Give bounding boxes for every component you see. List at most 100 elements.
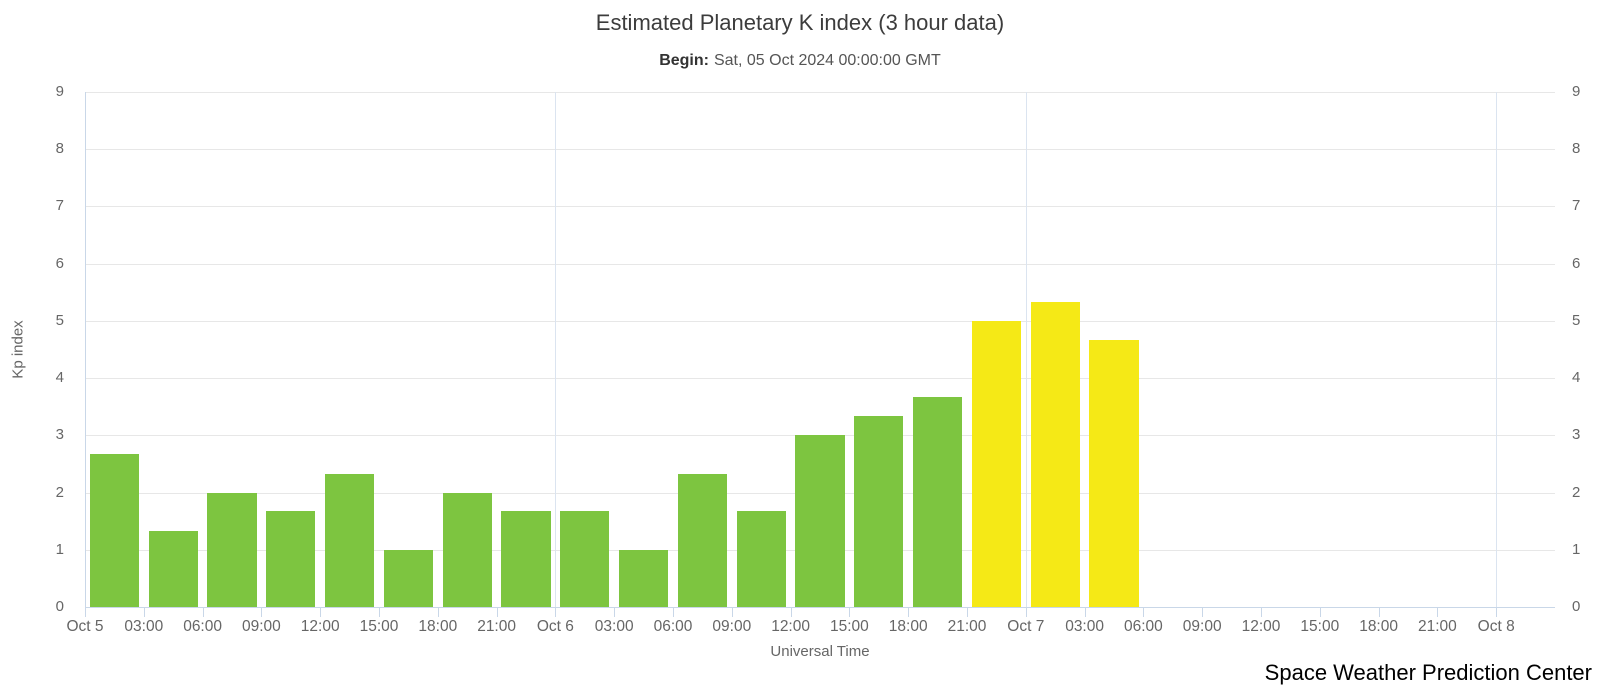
kp-bar [618, 549, 669, 607]
h-gridline [85, 320, 1555, 322]
chart-subtitle: Begin: Sat, 05 Oct 2024 00:00:00 GMT [0, 52, 1600, 70]
v-gridline-day [1496, 92, 1498, 607]
x-tick [85, 608, 86, 617]
x-tick [1261, 608, 1262, 617]
kp-bar [677, 473, 728, 607]
x-tick [555, 608, 557, 617]
y-tick-label-left: 8 [55, 140, 64, 158]
x-tick-label: 06:00 [653, 618, 693, 635]
kp-bar [854, 416, 904, 607]
x-tick [908, 608, 910, 617]
y-tick-label-left: 0 [55, 598, 64, 615]
y-tick-label-left: 6 [55, 254, 64, 272]
y-tick-label-right: 6 [1572, 254, 1581, 272]
x-tick-label: 03:00 [594, 618, 634, 635]
x-tick-label: Oct 8 [1477, 618, 1515, 635]
y-axis-line [85, 92, 86, 617]
y-tick-label-left: 9 [55, 83, 64, 100]
kp-bar [912, 397, 963, 607]
x-tick-label: 15:00 [829, 618, 869, 635]
x-tick [379, 608, 380, 617]
x-tick-label: 03:00 [124, 618, 164, 635]
x-tick-label: Oct 5 [66, 618, 104, 635]
x-tick [496, 608, 498, 617]
x-tick-label: 12:00 [300, 618, 340, 635]
x-tick [967, 608, 968, 617]
y-axis-title: Kp index [9, 320, 27, 379]
y-tick-label-left: 2 [55, 483, 64, 501]
kp-bar [736, 511, 786, 607]
x-tick-label: 18:00 [1359, 618, 1398, 635]
y-tick-label-right: 2 [1572, 483, 1581, 501]
x-tick-label: 12:00 [771, 618, 810, 635]
x-tick [790, 608, 792, 617]
x-axis-line [85, 607, 1555, 608]
x-tick [1437, 608, 1439, 617]
kp-bar [324, 473, 375, 607]
x-axis-title: Universal Time [770, 643, 870, 660]
x-tick [320, 608, 322, 617]
kp-bar [795, 435, 845, 607]
y-tick-label-right: 8 [1572, 140, 1581, 158]
x-tick [1084, 608, 1086, 617]
kp-bar [148, 530, 198, 607]
y-tick-label-left: 4 [55, 369, 64, 387]
x-tick-label: 12:00 [1241, 618, 1281, 635]
x-tick-label: 06:00 [1123, 618, 1163, 635]
x-tick [437, 608, 439, 617]
x-tick [1143, 608, 1145, 617]
v-gridline-day [1025, 92, 1027, 607]
x-tick [1319, 608, 1321, 617]
kp-bar [1089, 339, 1139, 607]
x-tick-label: Oct 7 [1007, 618, 1045, 635]
x-tick-label: Oct 6 [536, 618, 574, 635]
h-gridline [85, 206, 1555, 208]
kp-bar [207, 492, 257, 607]
x-tick [673, 608, 674, 617]
kp-bar [501, 511, 551, 607]
h-gridline [85, 263, 1555, 265]
y-tick-label-right: 9 [1572, 83, 1581, 100]
subtitle-begin-label: Begin: [659, 52, 709, 69]
plot-area [85, 92, 1555, 607]
x-tick [1378, 608, 1380, 617]
y-tick-label-right: 1 [1572, 540, 1581, 558]
x-tick [614, 608, 616, 617]
footer-credit: Space Weather Prediction Center [1264, 660, 1592, 685]
y-tick-label-right: 3 [1572, 426, 1581, 444]
x-tick-label: 09:00 [712, 618, 752, 635]
y-tick-label-right: 4 [1572, 369, 1581, 387]
x-tick-label: 18:00 [888, 618, 928, 635]
x-tick-label: 18:00 [418, 618, 458, 635]
v-gridline-day [555, 92, 557, 607]
y-tick-label-left: 3 [55, 426, 64, 444]
y-tick-label-right: 5 [1572, 311, 1581, 329]
kp-bar [383, 549, 434, 607]
y-tick-label-left: 1 [55, 540, 64, 558]
kp-bar [442, 492, 492, 607]
x-tick-label: 21:00 [1417, 618, 1457, 635]
x-tick-label: 15:00 [359, 618, 399, 635]
kp-bar [560, 511, 610, 607]
h-gridline [85, 92, 1555, 93]
kp-bar [89, 454, 140, 607]
x-tick [1496, 608, 1498, 617]
subtitle-begin-value: Sat, 05 Oct 2024 00:00:00 GMT [713, 52, 941, 69]
x-tick-label: 09:00 [241, 618, 281, 635]
kp-bar [1030, 302, 1080, 607]
x-tick-label: 21:00 [947, 618, 987, 635]
x-tick-label: 06:00 [183, 618, 222, 635]
y-tick-label-left: 5 [55, 311, 64, 329]
x-tick-label: 09:00 [1182, 618, 1222, 635]
h-gridline [85, 378, 1555, 380]
chart-title: Estimated Planetary K index (3 hour data… [595, 10, 1005, 35]
y-tick-label-right: 7 [1572, 197, 1581, 215]
y-tick-label-right: 0 [1572, 598, 1581, 615]
x-tick [143, 608, 145, 617]
x-tick-label: 21:00 [477, 618, 516, 635]
x-tick [849, 608, 851, 617]
kp-bar [971, 320, 1022, 607]
h-gridline [85, 149, 1555, 151]
x-tick-label: 15:00 [1300, 618, 1340, 635]
